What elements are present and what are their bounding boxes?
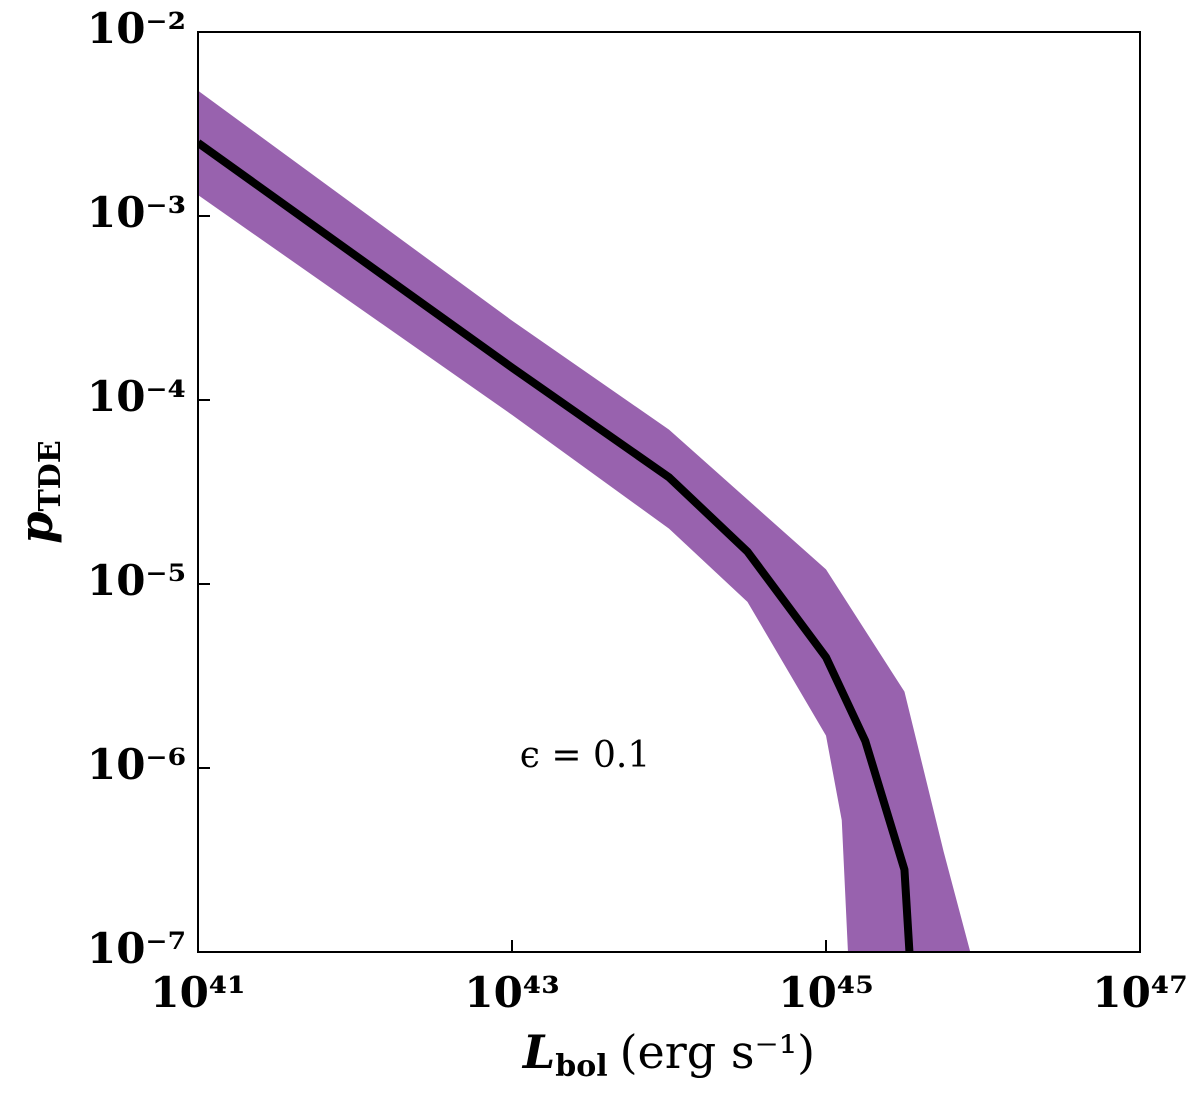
y-label-subscript: TDE — [33, 440, 68, 511]
x-tick-label: 10⁴⁷ — [1092, 968, 1187, 1017]
y-tick-label: 10⁻⁶ — [87, 740, 186, 789]
x-label-symbol: L — [521, 1025, 555, 1079]
annotation: ϵ = 0.1 — [520, 735, 650, 776]
plot-area — [198, 90, 971, 952]
y-tick-label: 10⁻² — [87, 4, 186, 53]
plot-frame — [197, 31, 1141, 953]
uncertainty-band — [198, 90, 971, 952]
x-label-unit: (erg s⁻¹) — [620, 1025, 816, 1079]
y-tick-label: 10⁻³ — [87, 188, 186, 237]
x-label-subscript: bol — [555, 1049, 607, 1084]
y-label-symbol: p — [9, 512, 63, 544]
x-tick-label: 10⁴¹ — [150, 968, 245, 1017]
x-tick-label: 10⁴³ — [464, 968, 559, 1017]
y-axis-label: pTDE — [9, 440, 68, 543]
y-tick-label: 10⁻⁷ — [87, 924, 186, 973]
x-axis-label: Lbol (erg s⁻¹) — [521, 1025, 815, 1084]
x-tick-label: 10⁴⁵ — [778, 968, 873, 1017]
median-line — [198, 139, 914, 952]
y-tick-label: 10⁻⁴ — [87, 372, 186, 421]
y-tick-label: 10⁻⁵ — [87, 556, 186, 605]
